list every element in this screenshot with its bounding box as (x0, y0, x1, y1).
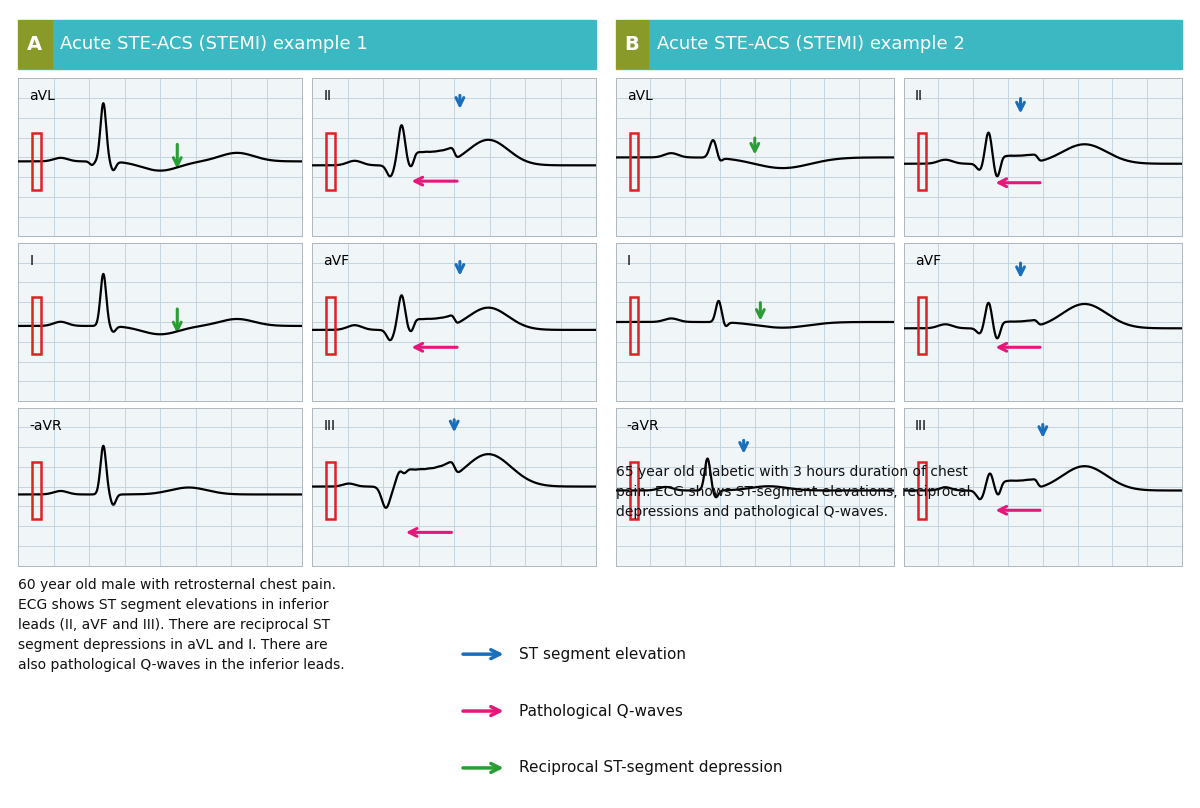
Text: ST segment elevation: ST segment elevation (520, 646, 686, 662)
Bar (32, 133, 41, 190)
Text: III: III (914, 419, 926, 432)
Text: 65 year old diabetic with 3 hours duration of chest
pain. ECG shows ST-segment e: 65 year old diabetic with 3 hours durati… (616, 465, 970, 519)
Text: I: I (29, 254, 34, 268)
Text: Pathological Q-waves: Pathological Q-waves (520, 704, 683, 718)
Text: Acute STE-ACS (STEMI) example 2: Acute STE-ACS (STEMI) example 2 (656, 36, 965, 53)
Bar (630, 462, 638, 519)
Text: I: I (626, 254, 631, 268)
Text: A: A (28, 35, 42, 54)
Bar (326, 462, 335, 519)
Bar (326, 297, 335, 355)
Bar (326, 133, 335, 190)
Bar (18, 20, 52, 69)
Text: II: II (323, 90, 331, 103)
Bar (630, 297, 638, 355)
Bar (918, 462, 926, 519)
Bar (32, 297, 41, 355)
Text: 60 year old male with retrosternal chest pain.
ECG shows ST segment elevations i: 60 year old male with retrosternal chest… (18, 579, 344, 672)
Bar (918, 297, 926, 355)
Bar (32, 462, 41, 519)
Text: -aVR: -aVR (626, 419, 659, 432)
Text: aVL: aVL (626, 90, 653, 103)
Text: B: B (625, 35, 640, 54)
Text: aVL: aVL (29, 90, 55, 103)
Text: aVF: aVF (323, 254, 349, 268)
Bar (918, 133, 926, 190)
Text: II: II (914, 90, 923, 103)
Text: aVF: aVF (914, 254, 941, 268)
Bar (630, 133, 638, 190)
Text: -aVR: -aVR (29, 419, 62, 432)
Text: Acute STE-ACS (STEMI) example 1: Acute STE-ACS (STEMI) example 1 (60, 36, 368, 53)
Text: III: III (323, 419, 335, 432)
Bar (616, 20, 648, 69)
Text: Reciprocal ST-segment depression: Reciprocal ST-segment depression (520, 760, 782, 776)
